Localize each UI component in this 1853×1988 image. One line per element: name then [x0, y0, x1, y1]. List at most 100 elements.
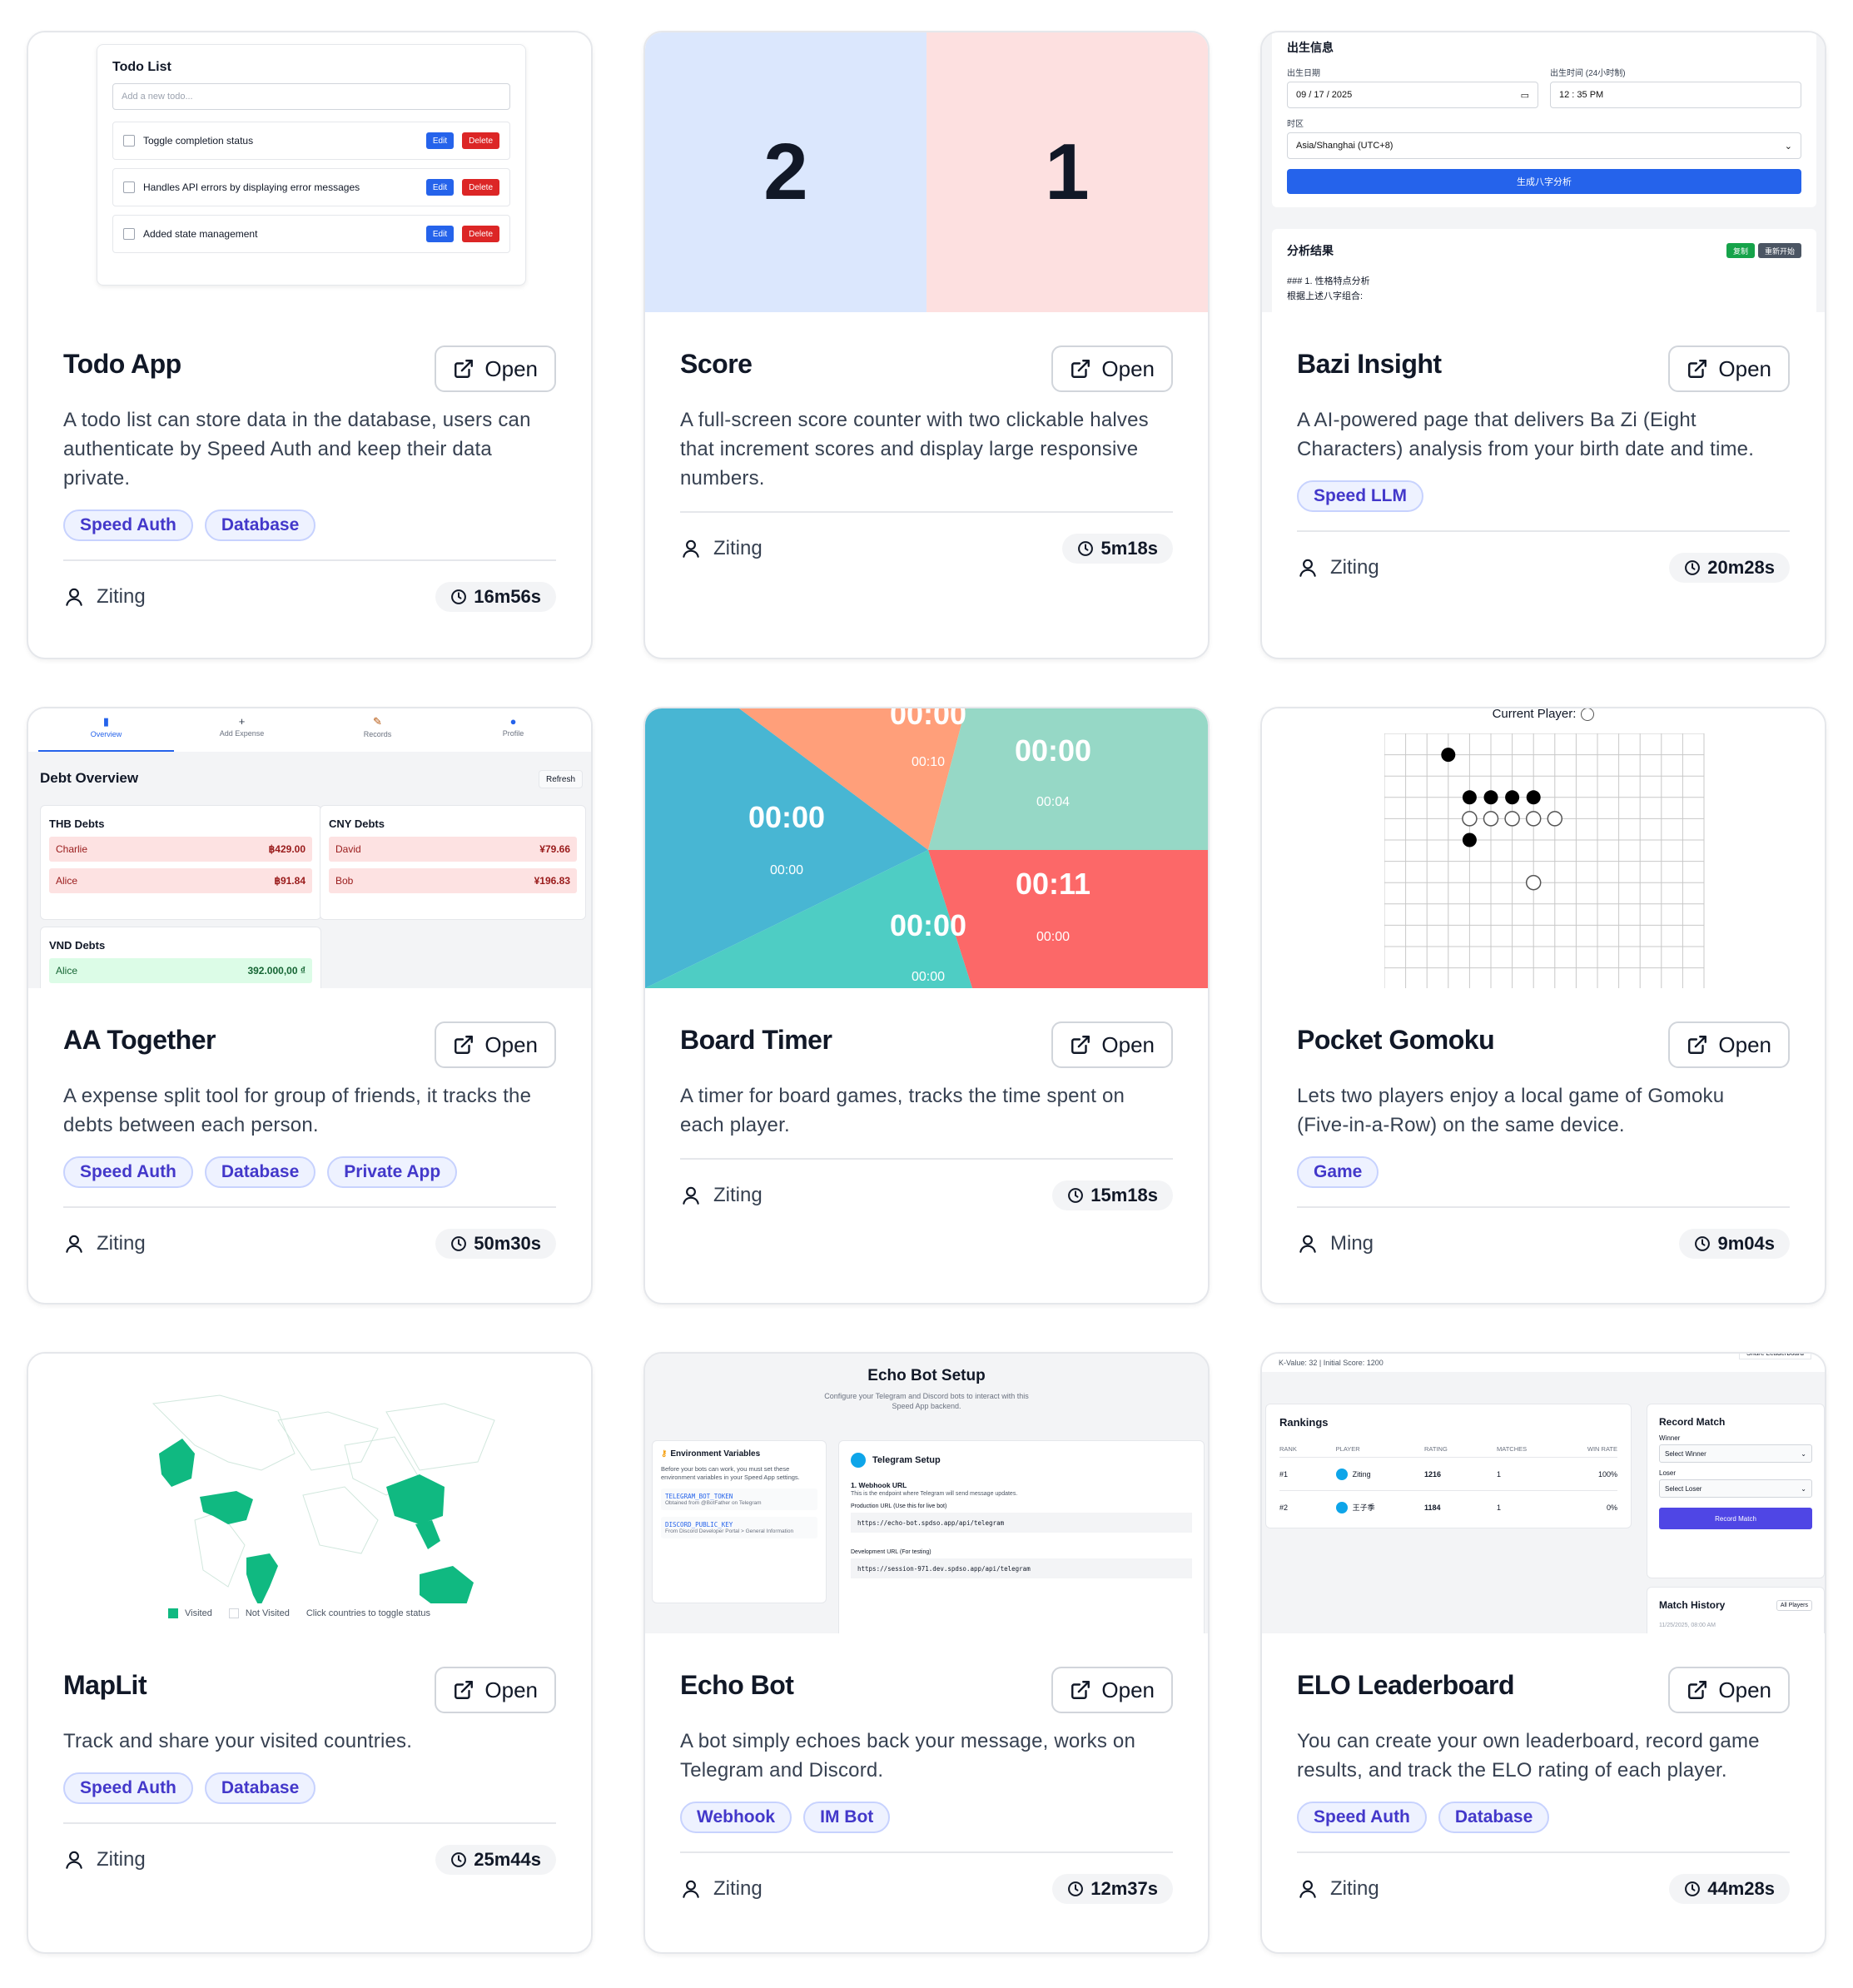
app-card-pocket-gomoku[interactable]: Current Player: Pocket Gomoku Open Lets … [1260, 707, 1826, 1305]
refresh-button[interactable]: Refresh [538, 770, 583, 788]
visited-country[interactable] [386, 1474, 445, 1524]
visited-country[interactable] [420, 1566, 474, 1603]
delete-button[interactable]: Delete [462, 179, 499, 196]
generate-analysis-button[interactable]: 生成八字分析 [1287, 169, 1801, 194]
dev-url[interactable]: https://session-971.dev.spdso.app/api/te… [851, 1558, 1192, 1578]
duration-value: 15m18s [1090, 1185, 1158, 1205]
nav-tab[interactable]: + Add Expense [174, 708, 310, 752]
left-score-half[interactable]: 2 [645, 32, 926, 312]
timer-segment[interactable] [739, 708, 966, 850]
app-card-elo-leaderboard[interactable]: K-Value: 32 | Initial Score: 1200 Share … [1260, 1352, 1826, 1954]
user-icon [63, 1849, 85, 1871]
todo-checkbox[interactable] [123, 181, 135, 193]
delete-button[interactable]: Delete [462, 226, 499, 242]
nav-tab[interactable]: ● Profile [445, 708, 581, 752]
delete-button[interactable]: Delete [462, 132, 499, 149]
white-stone [1525, 811, 1542, 827]
white-stone [1462, 811, 1478, 827]
author-name: Ziting [713, 1184, 763, 1206]
edit-button[interactable]: Edit [425, 132, 455, 149]
telegram-heading: Telegram Setup [872, 1455, 941, 1465]
black-stone [1462, 790, 1477, 805]
edit-button[interactable]: Edit [425, 179, 455, 196]
timer-segment[interactable] [645, 850, 972, 988]
loser-select[interactable]: Select Loser ⌄ [1659, 1479, 1812, 1498]
edit-button[interactable]: Edit [425, 226, 455, 242]
open-button[interactable]: Open [435, 1667, 556, 1713]
new-todo-input[interactable]: Add a new todo... [112, 83, 510, 110]
open-button[interactable]: Open [1051, 345, 1173, 392]
todo-checkbox[interactable] [123, 228, 135, 240]
tag-badge: Database [1438, 1802, 1550, 1833]
timer-segment[interactable] [645, 708, 928, 988]
author-name: Ziting [1330, 1877, 1379, 1900]
app-card-todo-app[interactable]: Todo List Add a new todo... Toggle compl… [27, 31, 593, 659]
user-icon [680, 538, 702, 559]
score-preview: 2 1 [645, 32, 1208, 312]
open-button[interactable]: Open [435, 345, 556, 392]
tag-badge: Webhook [680, 1802, 792, 1833]
nav-tab[interactable]: ▮ Overview [38, 708, 174, 752]
chevron-down-icon: ⌄ [1784, 141, 1792, 152]
open-button[interactable]: Open [1051, 1667, 1173, 1713]
todo-checkbox[interactable] [123, 135, 135, 147]
app-gallery-grid: Todo List Add a new todo... Toggle compl… [27, 31, 1826, 1954]
tag-badge: Database [204, 509, 316, 541]
debt-person: Charlie [56, 843, 88, 855]
open-button[interactable]: Open [1668, 1667, 1790, 1713]
timer-segment[interactable] [928, 850, 1208, 988]
debt-row: Alice 392.000,00 ₫ [49, 958, 312, 983]
app-card-bazi-insight[interactable]: 出生信息 出生日期 09 / 17 / 2025 ▭ 出生时间 (24小时制) 1… [1260, 31, 1826, 659]
black-stone [1526, 790, 1541, 805]
rank-cell: #1 [1279, 1469, 1289, 1479]
nav-tab-label: Records [363, 730, 392, 738]
nav-tab[interactable]: ✎ Records [310, 708, 445, 752]
world-map[interactable] [28, 1354, 591, 1603]
visited-country[interactable] [159, 1439, 195, 1487]
birth-date-input[interactable]: 09 / 17 / 2025 ▭ [1287, 82, 1538, 108]
open-label: Open [1718, 355, 1771, 381]
author: Ziting [680, 1877, 763, 1901]
gomoku-board[interactable] [1384, 733, 1706, 988]
right-score-half[interactable]: 1 [926, 32, 1208, 312]
restart-button[interactable]: 重新开始 [1757, 243, 1801, 258]
card-body: Echo Bot Open A bot simply echoes back y… [645, 1633, 1208, 1952]
time-label: 出生时间 (24小时制) [1550, 69, 1626, 78]
external-link-icon [1070, 1034, 1091, 1056]
app-title: Score [680, 349, 753, 379]
record-match-button[interactable]: Record Match [1659, 1508, 1812, 1529]
card-footer: Ziting 15m18s [680, 1158, 1173, 1216]
app-card-maplit[interactable]: Visited Not Visited Click countries to t… [27, 1352, 593, 1954]
share-leaderboard-button[interactable]: Share Leaderboard [1739, 1354, 1811, 1359]
todo-item-text: Added state management [143, 228, 258, 240]
date-value: 09 / 17 / 2025 [1296, 90, 1353, 100]
timezone-select[interactable]: Asia/Shanghai (UTC+8) ⌄ [1287, 132, 1801, 159]
timer-segment[interactable] [928, 708, 1208, 850]
player-filter-select[interactable]: All Players [1776, 1599, 1812, 1611]
clock-icon [1684, 1881, 1701, 1897]
echo-subtitle: Speed App backend. [892, 1402, 961, 1410]
visited-country[interactable] [200, 1491, 253, 1524]
birth-time-input[interactable]: 12 : 35 PM [1550, 82, 1801, 108]
open-button[interactable]: Open [1051, 1021, 1173, 1068]
app-description: Track and share your visited countries. [63, 1730, 413, 1752]
app-card-echo-bot[interactable]: Echo Bot Setup Configure your Telegram a… [643, 1352, 1210, 1954]
author: Ziting [680, 1184, 763, 1207]
maplit-preview: Visited Not Visited Click countries to t… [28, 1354, 591, 1633]
user-icon [680, 1185, 702, 1206]
author-name: Ziting [97, 1848, 146, 1871]
column-header: PLAYER [1335, 1444, 1360, 1453]
app-card-aa-together[interactable]: ▮ Overview + Add Expense ✎ Records ● Pro… [27, 707, 593, 1305]
copy-button[interactable]: 复制 [1726, 243, 1755, 258]
timer-left: 00:00 [748, 800, 826, 834]
open-button[interactable]: Open [1668, 1021, 1790, 1068]
prod-url[interactable]: https://echo-bot.spdso.app/api/telegram [851, 1513, 1192, 1533]
app-card-board-timer[interactable]: 00:00 00:10 00:00 00:04 00:00 00:00 00:1… [643, 707, 1210, 1305]
debt-person: Alice [56, 875, 78, 887]
visited-country[interactable] [415, 1520, 440, 1549]
open-button[interactable]: Open [1668, 345, 1790, 392]
open-button[interactable]: Open [435, 1021, 556, 1068]
app-card-score[interactable]: 2 1 Score Open A full-screen score count… [643, 31, 1210, 659]
winner-select[interactable]: Select Winner ⌄ [1659, 1444, 1812, 1463]
visited-country[interactable] [246, 1553, 278, 1603]
